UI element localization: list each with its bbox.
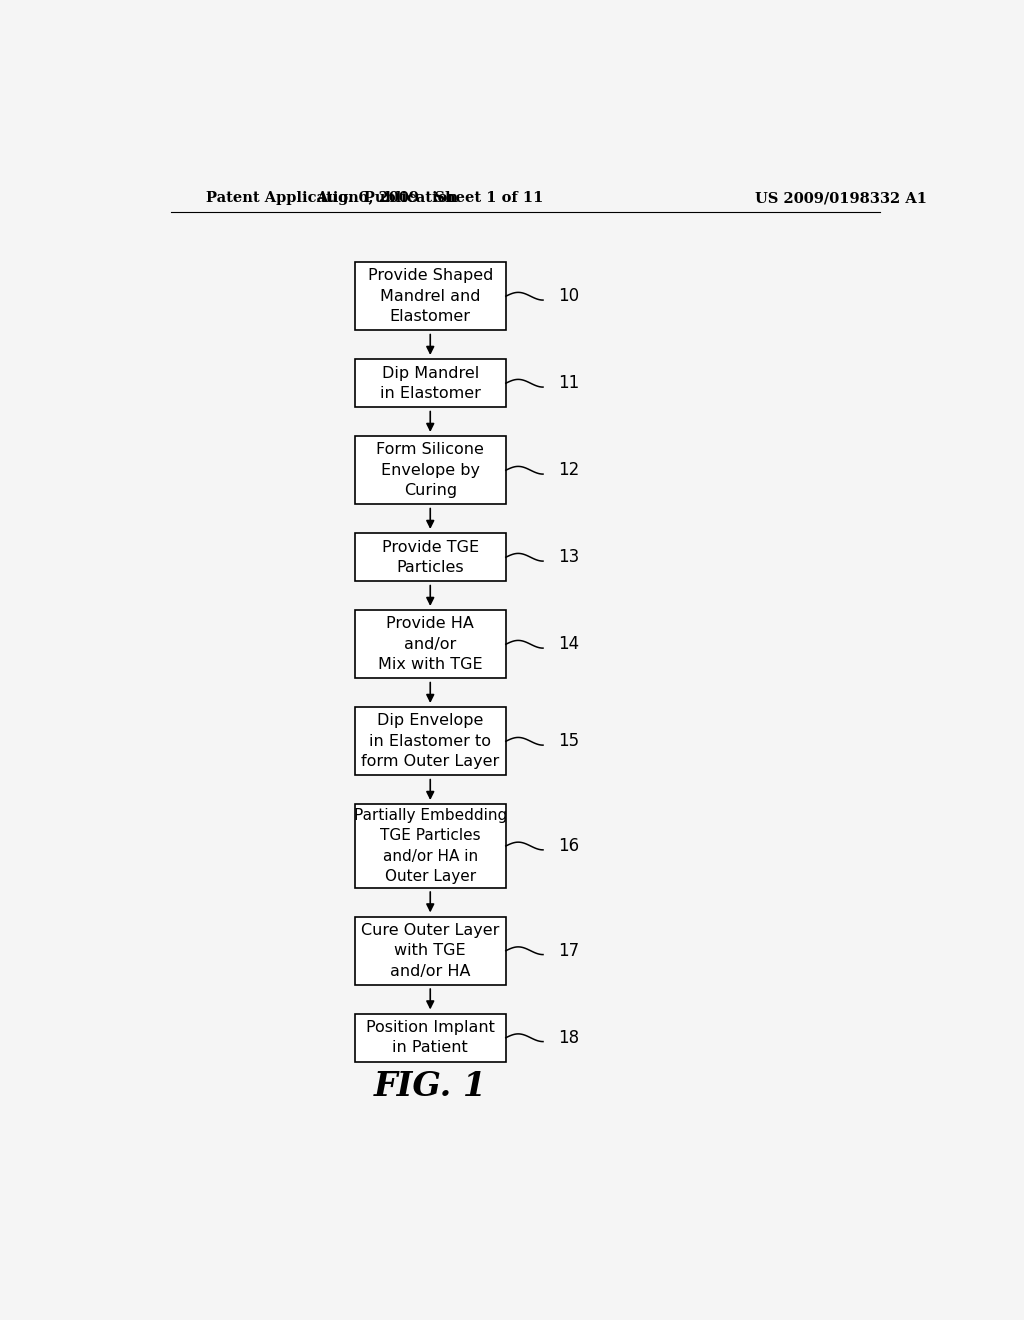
Text: Dip Envelope
in Elastomer to
form Outer Layer: Dip Envelope in Elastomer to form Outer …	[361, 713, 500, 770]
Bar	[354, 359, 506, 407]
Bar	[354, 437, 506, 504]
Bar	[354, 610, 506, 678]
Bar	[354, 263, 506, 330]
Text: Form Silicone
Envelope by
Curing: Form Silicone Envelope by Curing	[376, 442, 484, 498]
Bar	[354, 533, 506, 581]
Text: 11: 11	[558, 375, 580, 392]
Text: 17: 17	[558, 941, 580, 960]
Text: FIG. 1: FIG. 1	[374, 1069, 486, 1102]
Text: Provide Shaped
Mandrel and
Elastomer: Provide Shaped Mandrel and Elastomer	[368, 268, 493, 325]
Text: 18: 18	[558, 1028, 580, 1047]
Text: 14: 14	[558, 635, 580, 653]
Bar	[354, 917, 506, 985]
Text: 15: 15	[558, 733, 580, 750]
Text: Cure Outer Layer
with TGE
and/or HA: Cure Outer Layer with TGE and/or HA	[361, 923, 500, 978]
Text: Patent Application Publication: Patent Application Publication	[206, 191, 458, 206]
Text: Provide TGE
Particles: Provide TGE Particles	[382, 540, 479, 576]
Text: 16: 16	[558, 837, 580, 855]
Text: Provide HA
and/or
Mix with TGE: Provide HA and/or Mix with TGE	[378, 616, 482, 672]
Text: Position Implant
in Patient: Position Implant in Patient	[366, 1020, 495, 1056]
Text: 10: 10	[558, 288, 580, 305]
Bar	[354, 804, 506, 887]
Text: 12: 12	[558, 461, 580, 479]
Bar	[354, 708, 506, 775]
Text: Dip Mandrel
in Elastomer: Dip Mandrel in Elastomer	[380, 366, 480, 401]
Bar	[354, 1014, 506, 1061]
Text: US 2009/0198332 A1: US 2009/0198332 A1	[755, 191, 927, 206]
Text: 13: 13	[558, 548, 580, 566]
Text: Partially Embedding
TGE Particles
and/or HA in
Outer Layer: Partially Embedding TGE Particles and/or…	[353, 808, 507, 884]
Text: Aug. 6, 2009   Sheet 1 of 11: Aug. 6, 2009 Sheet 1 of 11	[316, 191, 544, 206]
